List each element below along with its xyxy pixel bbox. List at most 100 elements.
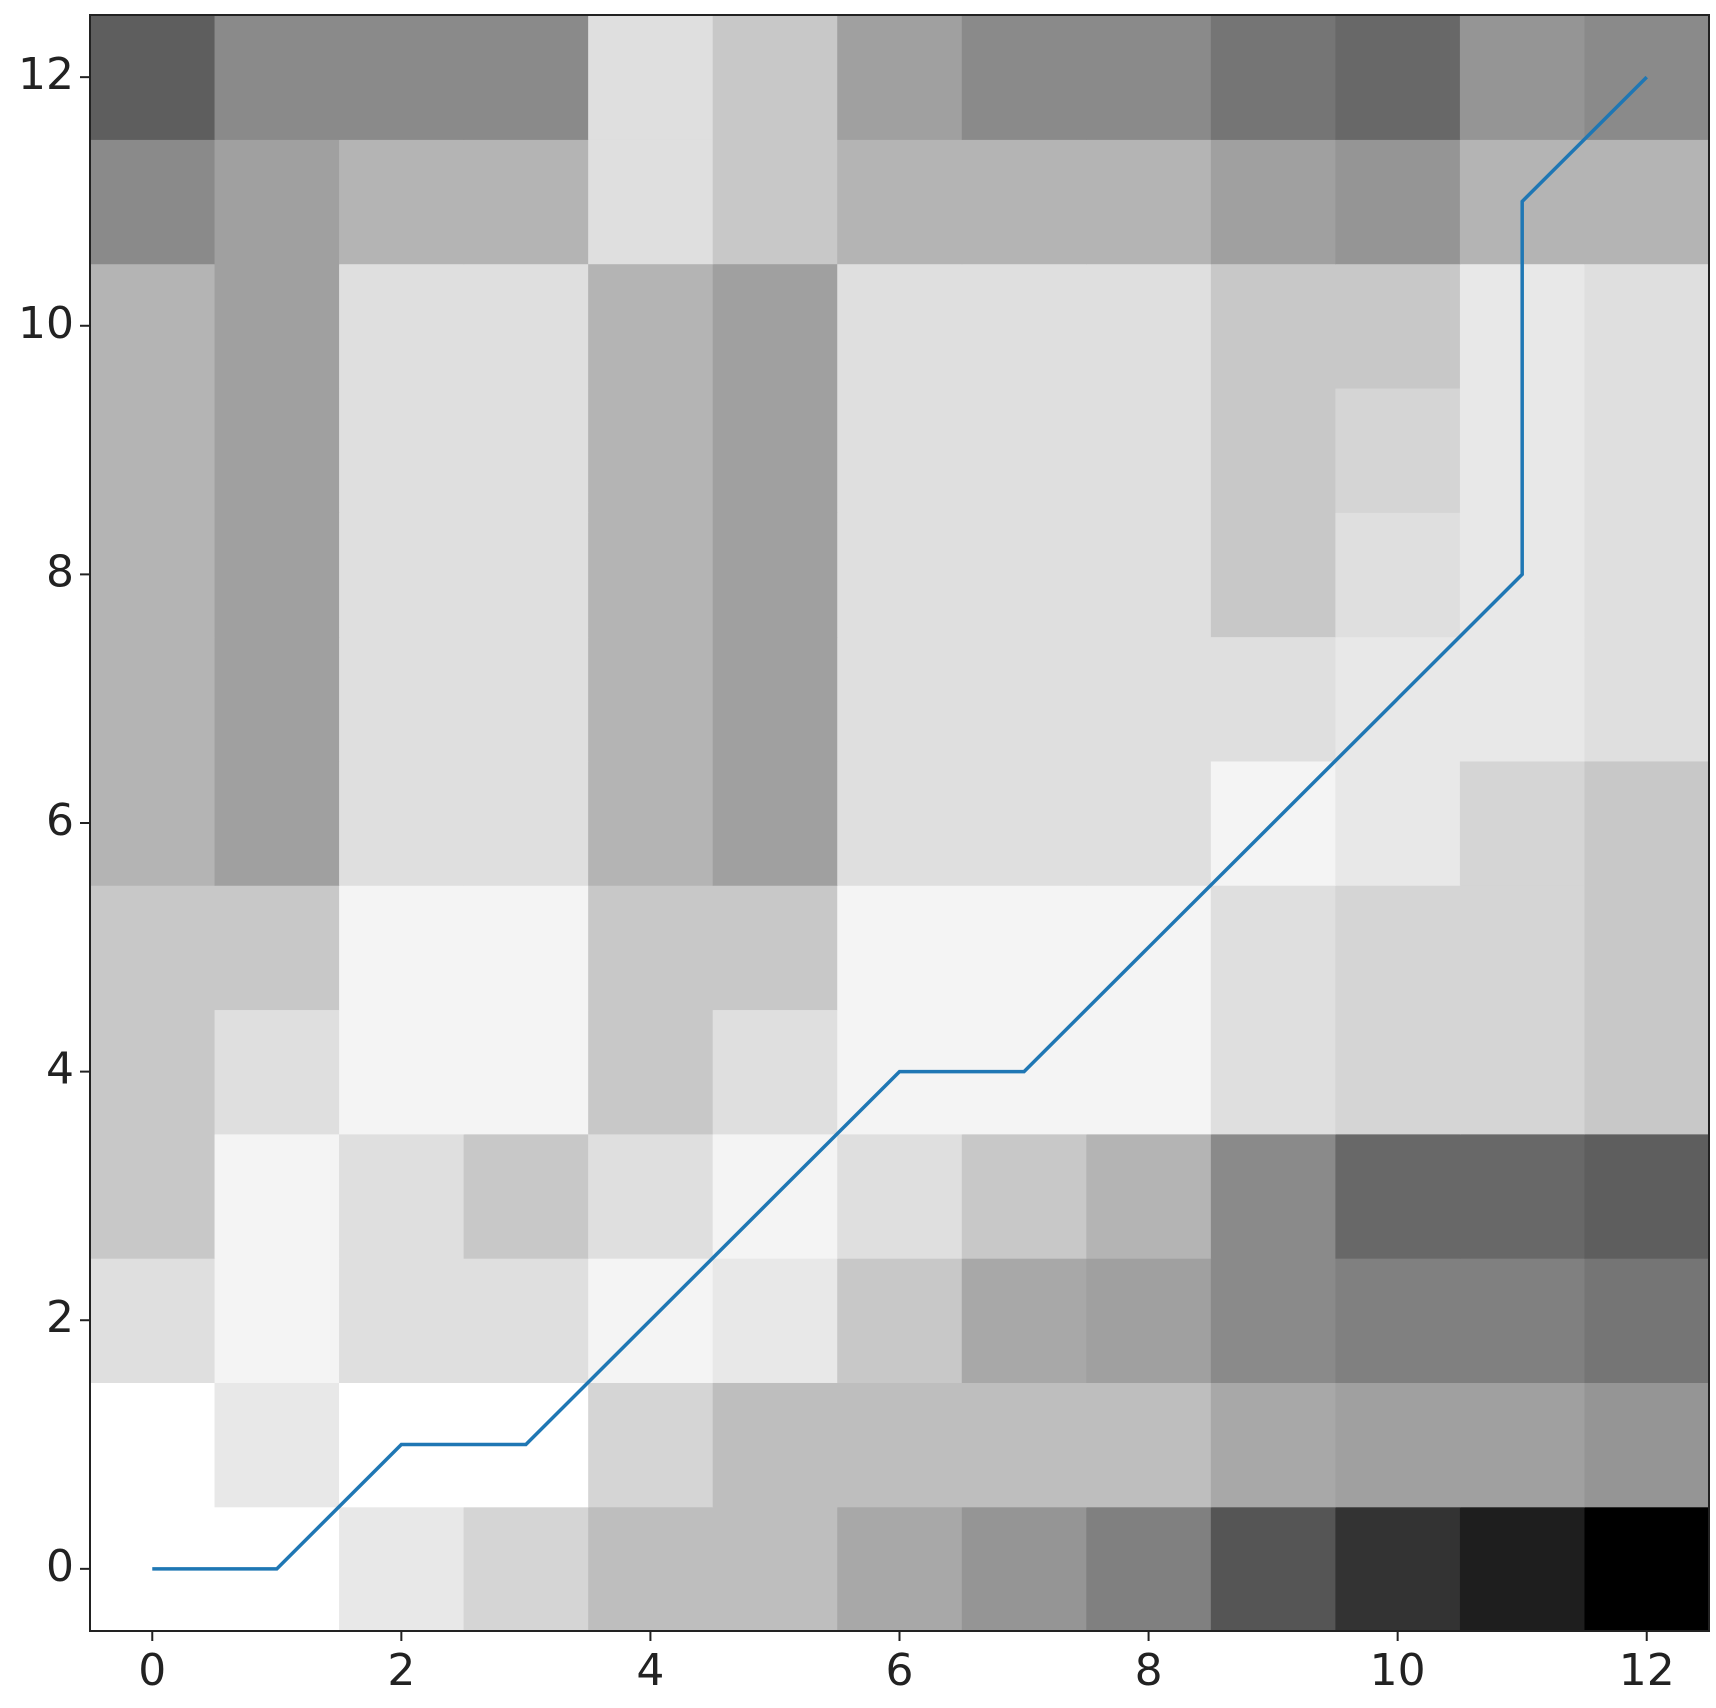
heatmap-cell xyxy=(1210,885,1336,1011)
heatmap-cell xyxy=(588,885,714,1011)
heatmap-cell xyxy=(463,15,589,140)
x-tick-label: 8 xyxy=(1135,1645,1163,1696)
heatmap-cell xyxy=(339,1133,465,1259)
heatmap-cell xyxy=(339,636,465,762)
heatmap-cell xyxy=(1459,15,1586,140)
heatmap-cell xyxy=(463,1009,589,1135)
heatmap-cell xyxy=(837,1506,963,1632)
heatmap-cell xyxy=(214,1382,340,1508)
heatmap-cell xyxy=(1584,1133,1710,1259)
heatmap-cell xyxy=(961,139,1087,265)
heatmap-cell xyxy=(339,1258,465,1383)
heatmap-cell xyxy=(463,885,589,1011)
heatmap-cell xyxy=(90,1382,216,1508)
heatmap-cell xyxy=(837,1258,963,1383)
heatmap-cell xyxy=(712,15,838,140)
heatmap-cell xyxy=(1210,263,1336,389)
heatmap-cell xyxy=(1210,512,1336,638)
heatmap-cell xyxy=(463,1258,589,1383)
heatmap-cell xyxy=(837,512,963,638)
heatmap-cell xyxy=(463,512,589,638)
x-tick-label: 4 xyxy=(636,1645,664,1696)
heatmap-cell xyxy=(1086,760,1212,886)
heatmap-cell xyxy=(588,15,714,140)
heatmap-cell xyxy=(1210,1506,1336,1632)
heatmap-cell xyxy=(1584,760,1710,886)
heatmap-cell xyxy=(90,636,216,762)
heatmap-cell xyxy=(837,139,963,265)
heatmap-cell xyxy=(588,512,714,638)
heatmap-cell xyxy=(90,1009,216,1135)
heatmap-cell xyxy=(712,1506,838,1632)
heatmap-cell xyxy=(961,885,1087,1011)
heatmap-cell xyxy=(1584,139,1710,265)
heatmap-cell xyxy=(1584,512,1710,638)
heatmap-cell xyxy=(339,15,465,140)
path-line xyxy=(152,75,1648,1571)
heatmap-cell xyxy=(837,636,963,762)
heatmap-cell xyxy=(712,1258,838,1383)
heatmap-cell xyxy=(214,387,340,513)
heatmap-cell xyxy=(1335,1506,1461,1632)
heatmap-cell xyxy=(1086,1506,1212,1632)
heatmap-cell xyxy=(588,760,714,886)
heatmap-cell xyxy=(1210,1258,1336,1383)
heatmap-cell xyxy=(90,885,216,1011)
heatmap-cell xyxy=(1584,1258,1710,1383)
heatmap-cell xyxy=(1086,1382,1212,1508)
heatmap-cell xyxy=(339,1506,465,1632)
heatmap-cell xyxy=(339,1009,465,1135)
heatmap-cell xyxy=(1459,636,1586,762)
heatmap-cell xyxy=(1584,1506,1710,1632)
y-tick-label: 2 xyxy=(46,1292,74,1343)
heatmap-cell xyxy=(90,15,216,140)
x-tick-label: 2 xyxy=(387,1645,415,1696)
heatmap-cell xyxy=(1335,1133,1461,1259)
heatmap-cell xyxy=(1459,1133,1586,1259)
heatmap-cell xyxy=(837,263,963,389)
heatmap-cell xyxy=(1584,387,1710,513)
heatmap-cell xyxy=(961,1382,1087,1508)
heatmap-cell xyxy=(90,512,216,638)
heatmap-cell xyxy=(214,1258,340,1383)
heatmap-cell xyxy=(1584,1382,1710,1508)
y-tick-label: 12 xyxy=(18,49,74,100)
heatmap-cell xyxy=(1335,139,1461,265)
x-tick-label: 10 xyxy=(1370,1645,1426,1696)
heatmap-cell xyxy=(1210,1382,1336,1508)
heatmap-cell xyxy=(837,760,963,886)
heatmap-cell xyxy=(214,1133,340,1259)
heatmap-cell xyxy=(588,1506,714,1632)
heatmap-cell xyxy=(961,1258,1087,1383)
heatmap-cell xyxy=(463,139,589,265)
heatmap-cell xyxy=(1335,760,1461,886)
heatmap-cell xyxy=(463,760,589,886)
heatmap-cell xyxy=(961,387,1087,513)
heatmap-cell xyxy=(837,15,963,140)
y-tick-label: 0 xyxy=(46,1541,74,1592)
heatmap-cell xyxy=(1335,387,1461,513)
heatmap-cell xyxy=(1086,636,1212,762)
heatmap-cell xyxy=(961,636,1087,762)
heatmap-cell xyxy=(1210,387,1336,513)
heatmap-cell xyxy=(1459,1258,1586,1383)
heatmap-cell xyxy=(1459,760,1586,886)
heatmap-cell xyxy=(214,760,340,886)
heatmap-cell xyxy=(1210,139,1336,265)
heatmap-cell xyxy=(214,15,340,140)
heatmap-cell xyxy=(712,263,838,389)
heatmap-cell xyxy=(1086,512,1212,638)
x-tick-label: 0 xyxy=(138,1645,166,1696)
heatmap-cell xyxy=(90,1133,216,1259)
heatmap-cell xyxy=(90,760,216,886)
heatmap-cell xyxy=(588,139,714,265)
heatmap-cell xyxy=(214,263,340,389)
heatmap-cell xyxy=(1459,1382,1586,1508)
heatmap-cell xyxy=(1210,636,1336,762)
heatmap-cell xyxy=(1210,1133,1336,1259)
heatmap-cell xyxy=(1335,1382,1461,1508)
heatmap-cell xyxy=(588,1382,714,1508)
y-tick-label: 6 xyxy=(46,795,74,846)
